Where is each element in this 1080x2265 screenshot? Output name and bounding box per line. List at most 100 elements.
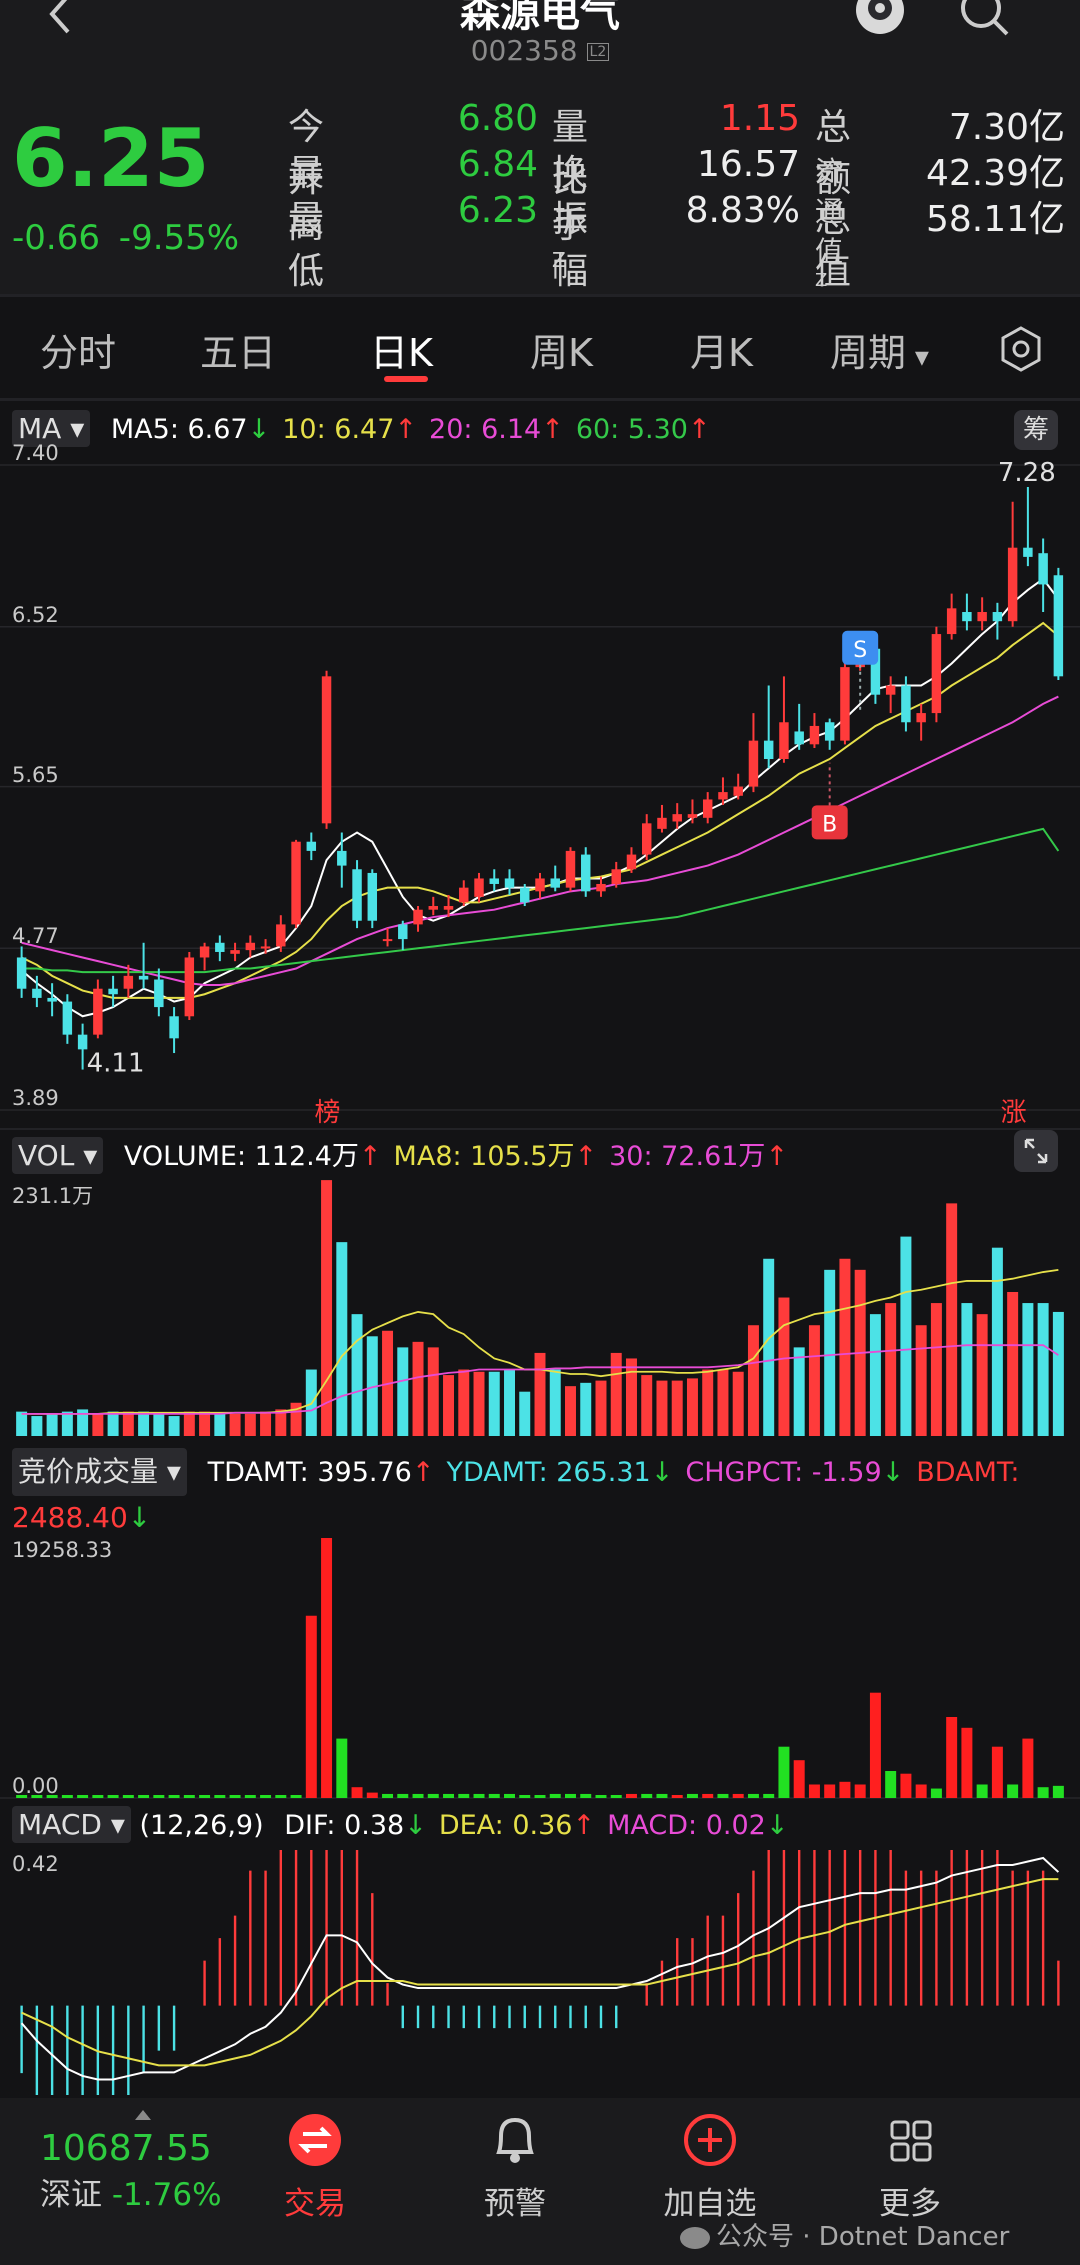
index-name-change: 深证 -1.76% xyxy=(40,2169,240,2214)
chip-distribution-button[interactable]: 筹 xyxy=(1014,410,1058,450)
volume-bar xyxy=(641,1375,653,1436)
volume-bar xyxy=(595,1380,607,1436)
vol-selector[interactable]: VOL ▾ xyxy=(12,1137,104,1174)
candle-body xyxy=(489,878,499,884)
volume-bar xyxy=(275,1409,287,1436)
auction-bar xyxy=(122,1795,134,1798)
candle-body xyxy=(245,942,256,951)
auction-bar xyxy=(427,1793,439,1798)
volume-bar xyxy=(458,1369,470,1436)
candle-body xyxy=(885,685,896,695)
volume-bar xyxy=(138,1411,150,1436)
auction-bar xyxy=(153,1795,165,1798)
expand-button[interactable] xyxy=(1014,1130,1058,1172)
assistant-button[interactable] xyxy=(850,0,910,48)
volume-bar xyxy=(946,1203,958,1436)
tab-5[interactable]: 周期 ▾ xyxy=(830,331,929,375)
legend-item: VOLUME: 112.4万↑ xyxy=(123,1141,382,1172)
index-ticker[interactable]: 10687.55 深证 -1.76% xyxy=(40,2110,240,2214)
candle-body xyxy=(321,676,332,824)
auction-bar xyxy=(976,1784,988,1798)
divider xyxy=(0,1128,1080,1130)
vol-selector-label: VOL xyxy=(18,1139,75,1172)
ma-selector[interactable]: MA ▾ xyxy=(12,410,91,447)
volume-bar xyxy=(351,1314,363,1436)
macd-selector[interactable]: MACD ▾ xyxy=(12,1806,131,1843)
stat-label: 最高 xyxy=(288,153,325,246)
high-price-label: 7.28 xyxy=(998,458,1056,488)
volume-bar xyxy=(473,1371,485,1436)
trend-arrow: ↑ xyxy=(687,414,711,445)
tab-0[interactable]: 分时 xyxy=(40,331,117,375)
nav-item-grid-more[interactable]: 更多 xyxy=(840,2108,980,2228)
volume-bar xyxy=(1037,1303,1049,1436)
dea-line xyxy=(21,1878,1059,2067)
candle-body xyxy=(687,814,698,818)
legend-item: 30: 72.61万↑ xyxy=(609,1141,789,1172)
auction-bar xyxy=(260,1795,272,1798)
candlestick-chart[interactable]: 7.28 4.11 S B 榜 涨 xyxy=(0,455,1080,1125)
bell-icon xyxy=(496,2117,534,2163)
volume-bar xyxy=(610,1352,622,1436)
legend-item: TDAMT: 395.76↑ xyxy=(207,1457,435,1488)
limit-up-flag[interactable]: 涨 xyxy=(1001,1098,1027,1125)
volume-bar xyxy=(1007,1291,1019,1436)
auction-bar xyxy=(824,1784,836,1798)
tab-2[interactable]: 日K xyxy=(370,331,433,375)
auction-bar xyxy=(290,1795,302,1798)
volume-ma30-line xyxy=(21,1344,1059,1415)
divider xyxy=(0,398,1080,401)
tab-4[interactable]: 月K xyxy=(690,331,753,375)
assistant-icon xyxy=(856,0,904,34)
price-axis: 7.40 6.52 5.65 4.77 3.89 xyxy=(0,441,100,1125)
auction-bar xyxy=(732,1793,744,1798)
ma10-line xyxy=(21,621,1060,999)
volume-chart[interactable] xyxy=(0,1178,1080,1438)
candle-body xyxy=(108,988,118,995)
buy-marker[interactable]: B xyxy=(811,762,848,840)
search-icon xyxy=(961,0,1009,36)
tab-3[interactable]: 周K xyxy=(530,331,593,375)
auction-bar xyxy=(671,1795,683,1798)
candle-body xyxy=(870,648,881,695)
nav-item-bell[interactable]: 预警 xyxy=(445,2108,585,2228)
vol-axis-top: 231.1万 xyxy=(12,1184,94,1208)
search-button[interactable] xyxy=(955,0,1015,48)
app-header: 森源电气 002358 L2 xyxy=(0,0,1080,82)
auction-legend: 竞价成交量 ▾ TDAMT: 395.76↑ YDAMT: 265.31↓ CHGP… xyxy=(12,1448,1072,1541)
nav-item-add-circle[interactable]: 加自选 xyxy=(640,2108,780,2228)
volume-bar xyxy=(504,1369,515,1436)
candle-body xyxy=(367,872,378,921)
stat-label: 换手Z xyxy=(552,153,589,272)
price-axis-label: 5.65 xyxy=(12,762,59,787)
stat-label: 流通值Z xyxy=(815,155,844,291)
auction-bar xyxy=(702,1793,714,1798)
stat-value: 6.23 xyxy=(457,190,538,231)
volume-bar xyxy=(92,1413,104,1436)
macd-chart[interactable] xyxy=(0,1850,1080,2095)
add-circle-icon xyxy=(684,2114,736,2166)
auction-volume-chart[interactable] xyxy=(0,1536,1080,1800)
volume-bar xyxy=(199,1411,211,1436)
auction-bar xyxy=(412,1793,424,1798)
back-button[interactable] xyxy=(30,0,90,48)
tab-1[interactable]: 五日 xyxy=(200,331,277,375)
auction-bar xyxy=(351,1787,363,1798)
candle-body xyxy=(93,988,103,1035)
vol-values: VOLUME: 112.4万↑ MA8: 105.5万↑ 30: 72.61万↑ xyxy=(112,1141,788,1172)
sell-marker[interactable]: S xyxy=(842,630,879,714)
period-tabs: 分时 五日 日K 周K 月K 周期 ▾ xyxy=(0,298,1080,398)
candle-body xyxy=(16,957,27,989)
auction-bar xyxy=(625,1793,637,1798)
auction-selector[interactable]: 竞价成交量 ▾ xyxy=(12,1448,187,1496)
volume-bar xyxy=(656,1380,668,1436)
nav-item-trade-swap[interactable]: 交易 xyxy=(245,2108,385,2228)
dragon-tiger-flag[interactable]: 榜 xyxy=(315,1098,341,1125)
stat-value: 8.83% xyxy=(685,190,800,231)
settings-button[interactable] xyxy=(996,324,1046,374)
volume-bar xyxy=(976,1314,988,1436)
candle-body xyxy=(352,869,362,921)
trend-arrow: ↓ xyxy=(247,414,271,445)
auction-bar xyxy=(107,1795,119,1798)
legend-item: 60: 5.30↑ xyxy=(575,414,711,445)
